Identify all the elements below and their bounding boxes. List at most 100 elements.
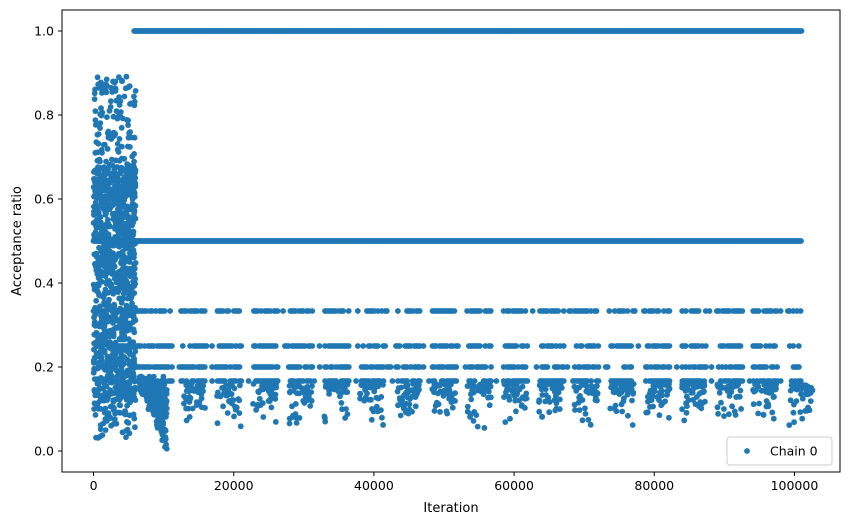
data-point [502, 419, 509, 425]
data-point [628, 364, 635, 370]
data-point [455, 343, 461, 349]
data-point [123, 73, 130, 80]
data-point [587, 421, 594, 428]
data-point [127, 267, 134, 274]
data-point [444, 386, 451, 392]
data-point [401, 406, 408, 412]
data-point [523, 390, 530, 397]
data-point [439, 389, 446, 395]
data-point [92, 320, 98, 326]
data-point [107, 368, 114, 375]
data-point [763, 398, 770, 404]
data-point [95, 352, 101, 358]
data-point [361, 397, 368, 404]
data-point [105, 128, 112, 135]
data-point [117, 197, 123, 203]
data-point [158, 390, 165, 397]
data-point [97, 120, 104, 126]
data-point [189, 405, 196, 412]
legend-marker [744, 448, 750, 454]
data-point [651, 385, 658, 391]
data-point [513, 381, 520, 388]
data-point [121, 354, 128, 360]
data-point [126, 186, 132, 193]
data-point [576, 407, 583, 413]
data-point [467, 414, 473, 420]
data-point [512, 397, 519, 404]
data-point [644, 409, 651, 416]
data-point [104, 318, 111, 325]
data-point [114, 115, 121, 122]
data-point [682, 343, 689, 349]
data-point [236, 308, 243, 314]
data-point [260, 414, 267, 420]
data-point [513, 343, 520, 349]
data-point [209, 343, 215, 349]
data-point [683, 393, 690, 400]
data-point [97, 189, 104, 196]
data-point [397, 412, 404, 419]
data-point [286, 420, 293, 427]
data-point [124, 419, 130, 425]
data-point [739, 308, 746, 314]
data-point [477, 308, 483, 314]
data-point [429, 386, 436, 393]
data-point [560, 343, 567, 349]
data-point [161, 308, 168, 314]
data-point [157, 385, 164, 392]
data-point [289, 403, 295, 410]
data-point [112, 215, 119, 222]
data-point [127, 101, 133, 107]
data-point [126, 370, 133, 376]
data-point [488, 394, 494, 401]
data-point [115, 207, 122, 213]
data-point [656, 412, 663, 419]
data-point [666, 308, 673, 314]
data-point [513, 408, 519, 415]
data-point [373, 403, 380, 410]
data-point [798, 391, 804, 397]
data-point [511, 386, 517, 393]
data-point [119, 183, 125, 190]
data-point [231, 413, 237, 420]
y-axis: 0.0 0.2 0.4 0.6 0.8 1.0 [34, 24, 62, 459]
data-point [766, 390, 773, 396]
data-point [126, 380, 133, 387]
data-point [493, 378, 500, 384]
data-point [236, 410, 243, 416]
data-point [94, 74, 101, 81]
data-point [765, 383, 771, 390]
data-point [131, 171, 138, 178]
y-tick-label: 0.0 [34, 444, 54, 459]
data-point [237, 423, 244, 430]
y-tick-label: 0.8 [34, 108, 54, 123]
data-point [163, 410, 170, 417]
data-point [101, 263, 107, 269]
data-point [650, 403, 656, 410]
data-point [169, 364, 175, 370]
data-point [799, 415, 806, 422]
data-point [124, 225, 131, 231]
data-point [101, 349, 108, 355]
data-point [92, 117, 99, 124]
data-point [384, 308, 390, 314]
data-point [123, 392, 129, 398]
data-point [257, 387, 264, 393]
data-point [683, 409, 690, 416]
data-point [101, 169, 108, 176]
data-point [483, 387, 490, 394]
data-point [228, 391, 235, 397]
data-point [750, 401, 757, 408]
data-point [529, 308, 536, 314]
data-point [119, 255, 125, 262]
data-point [95, 360, 101, 366]
data-point [99, 149, 105, 156]
data-point [272, 396, 279, 402]
data-point [128, 374, 135, 381]
data-point [703, 364, 709, 370]
data-point [536, 408, 543, 415]
data-point [118, 124, 125, 131]
data-point [97, 422, 104, 428]
data-point [738, 406, 744, 412]
data-point [122, 205, 129, 212]
